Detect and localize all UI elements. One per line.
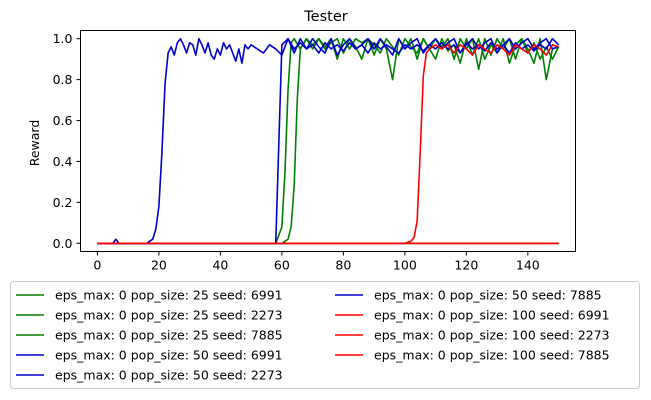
legend-label-9: eps_max: 0 pop_size: 100 seed: 7885 xyxy=(374,348,610,363)
y-axis: 0.0 0.2 0.4 0.6 0.8 1.0 xyxy=(53,31,81,251)
legend-label-1: eps_max: 0 pop_size: 25 seed: 6991 xyxy=(55,288,283,303)
legend-frame xyxy=(10,281,640,389)
legend-label-7: eps_max: 0 pop_size: 100 seed: 6991 xyxy=(374,308,610,323)
y-tick-label: 0.6 xyxy=(53,113,73,128)
y-tick-label: 0.4 xyxy=(53,154,73,169)
y-axis-label: Reward xyxy=(27,120,42,167)
legend-label-2: eps_max: 0 pop_size: 25 seed: 2273 xyxy=(55,308,283,323)
series-line-6 xyxy=(97,37,559,245)
x-tick-label: 20 xyxy=(151,258,167,273)
x-axis: 0 20 40 60 80 100 120 140 xyxy=(93,251,540,273)
x-tick-label: 100 xyxy=(393,258,417,273)
y-tick-label: 0.0 xyxy=(53,236,73,251)
y-tick-label: 0.2 xyxy=(53,195,73,210)
x-tick-label: 80 xyxy=(335,258,351,273)
series-line-4 xyxy=(97,37,560,245)
legend: eps_max: 0 pop_size: 25 seed: 6991 eps_ma… xyxy=(10,281,640,389)
y-tick-label: 1.0 xyxy=(53,31,73,46)
y-tick-label: 0.8 xyxy=(53,72,73,87)
x-tick-label: 140 xyxy=(516,258,540,273)
x-tick-label: 120 xyxy=(454,258,478,273)
legend-label-5: eps_max: 0 pop_size: 50 seed: 2273 xyxy=(55,368,283,383)
x-tick-label: 40 xyxy=(212,258,228,273)
legend-label-8: eps_max: 0 pop_size: 100 seed: 2273 xyxy=(374,328,610,343)
plot-frame xyxy=(80,30,576,252)
series-layer xyxy=(97,37,560,245)
legend-label-6: eps_max: 0 pop_size: 50 seed: 7885 xyxy=(374,288,602,303)
x-tick-label: 60 xyxy=(274,258,290,273)
chart-title: Tester xyxy=(303,9,347,25)
series-line-7 xyxy=(97,44,559,245)
legend-label-3: eps_max: 0 pop_size: 25 seed: 7885 xyxy=(55,328,283,343)
x-tick-label: 0 xyxy=(93,258,101,273)
legend-label-4: eps_max: 0 pop_size: 50 seed: 6991 xyxy=(55,348,283,363)
